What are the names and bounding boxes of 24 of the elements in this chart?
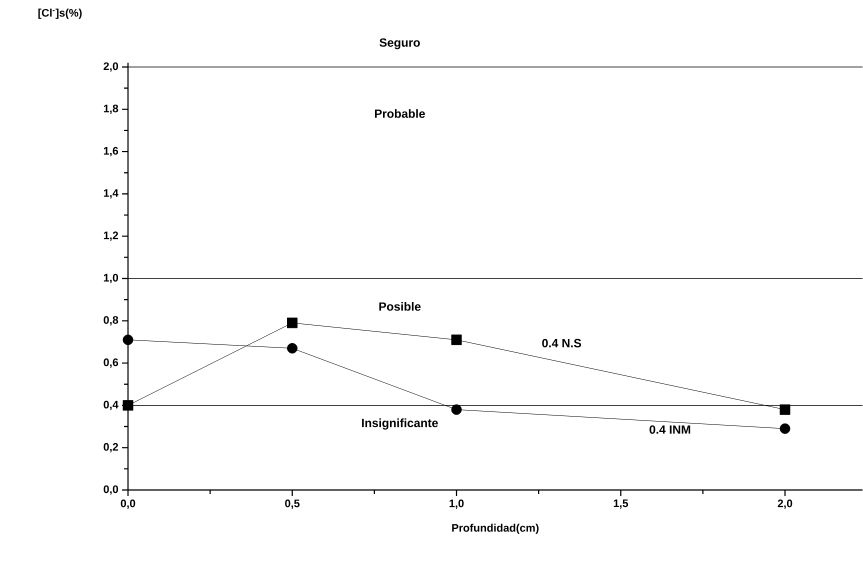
y-tick-label: 1,2: [104, 232, 118, 241]
y-axis-title: [Cl$^{-}$]s(%): [38, 8, 82, 19]
x-tick-label: 1,5: [614, 500, 628, 509]
series-label: 0.4 INM: [650, 425, 690, 434]
y-tick-label: 0,0: [104, 485, 118, 495]
y-tick-label: 1,8: [104, 104, 118, 114]
x-tick-label: 0,0: [120, 500, 136, 509]
y-tick-label: 0,6: [104, 358, 118, 368]
annotation: Insignificante: [362, 418, 438, 430]
annotation: Probable: [375, 109, 425, 118]
x-axis-title: Profundidad(cm): [452, 524, 539, 534]
x-tick-label: 1,0: [450, 500, 464, 509]
annotation: Posible: [379, 302, 421, 311]
text: Seguro: [380, 38, 420, 50]
y-tick-label: 0,2: [104, 443, 118, 452]
y-tick-label: 0,8: [104, 316, 118, 326]
y-tick-label: 1,4: [104, 189, 118, 199]
y-tick-label: 0,4: [104, 400, 118, 410]
y-tick-label: 2,0: [104, 62, 118, 72]
x-tick-label: 2,0: [778, 500, 792, 509]
x-tick-label: 0,5: [285, 500, 300, 509]
series-label: 0.4 N.S: [542, 338, 582, 348]
y-tick-label: 1,0: [104, 274, 118, 284]
y-tick-label: 1,6: [104, 146, 118, 156]
